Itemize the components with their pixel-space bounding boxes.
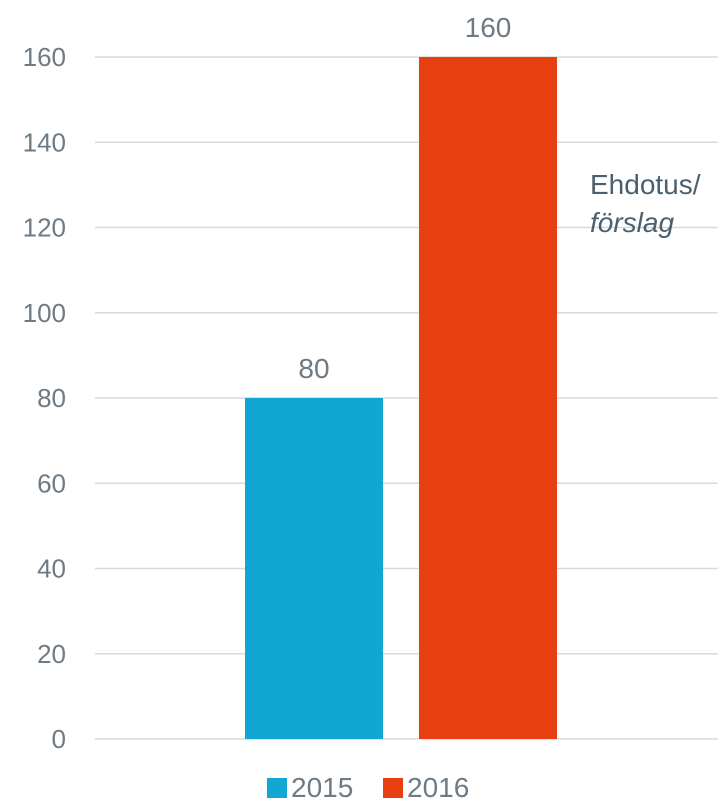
gridlines — [95, 56, 718, 740]
y-tick-label-120: 120 — [23, 213, 66, 243]
annotation-line-2: förslag — [590, 207, 674, 238]
annotation: Ehdotus/ förslag — [590, 169, 701, 238]
bar-2015 — [245, 398, 383, 739]
legend-label-2016: 2016 — [407, 772, 469, 803]
y-tick-label-160: 160 — [23, 42, 66, 72]
legend-label-2015: 2015 — [291, 772, 353, 803]
y-tick-label-140: 140 — [23, 127, 66, 157]
bar-2016 — [419, 57, 557, 739]
y-tick-label-0: 0 — [52, 724, 66, 754]
data-labels: 80 160 — [298, 12, 511, 384]
data-label-2015: 80 — [298, 353, 329, 384]
annotation-line-1: Ehdotus/ — [590, 169, 701, 200]
y-tick-label-40: 40 — [37, 554, 66, 584]
y-tick-label-80: 80 — [37, 383, 66, 413]
y-axis-tick-labels: 0 20 40 60 80 100 120 140 160 — [23, 42, 66, 754]
bars — [245, 57, 557, 739]
y-tick-label-60: 60 — [37, 468, 66, 498]
legend-swatch-2016 — [383, 778, 403, 798]
data-label-2016: 160 — [465, 12, 512, 43]
y-tick-label-20: 20 — [37, 639, 66, 669]
legend-swatch-2015 — [267, 778, 287, 798]
y-tick-label-100: 100 — [23, 298, 66, 328]
legend: 2015 2016 — [267, 772, 469, 803]
